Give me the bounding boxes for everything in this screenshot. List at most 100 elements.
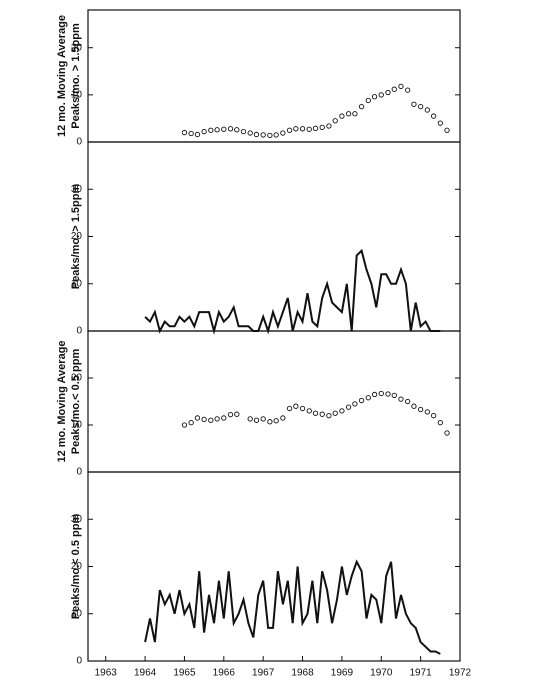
point xyxy=(253,131,260,138)
point xyxy=(267,132,273,139)
point xyxy=(398,396,404,402)
point xyxy=(352,111,358,117)
point xyxy=(247,416,253,422)
x-tick-label: 1963 xyxy=(95,668,118,679)
point xyxy=(352,401,358,407)
point xyxy=(280,130,286,136)
point xyxy=(391,392,397,399)
point xyxy=(181,422,188,428)
point xyxy=(286,127,293,133)
point xyxy=(319,124,325,131)
point xyxy=(247,130,253,136)
point xyxy=(234,127,240,133)
point xyxy=(371,391,378,398)
point xyxy=(312,410,319,416)
point xyxy=(437,419,443,426)
point xyxy=(404,398,411,405)
x-tick-label: 1968 xyxy=(291,668,314,679)
line xyxy=(144,559,441,655)
x-tick-label: 1969 xyxy=(331,668,354,679)
y-tick-label: 20 xyxy=(71,42,83,53)
point xyxy=(332,410,338,416)
panel-frame xyxy=(87,471,461,662)
y-axis-label: Peaks/mo. > 1.5ppm xyxy=(70,23,82,129)
point xyxy=(417,406,424,413)
point xyxy=(312,125,319,131)
point xyxy=(371,94,378,100)
point xyxy=(286,405,293,412)
point xyxy=(398,83,404,90)
point xyxy=(430,113,437,119)
point xyxy=(280,415,286,421)
point xyxy=(260,132,266,138)
point xyxy=(253,417,260,423)
y-tick-label: 20 xyxy=(71,373,83,384)
point xyxy=(201,128,207,135)
point xyxy=(365,97,371,104)
point xyxy=(306,126,312,132)
point xyxy=(385,391,391,397)
point xyxy=(208,127,214,133)
x-tick-label: 1970 xyxy=(370,668,393,679)
y-tick-label: 10 xyxy=(71,420,83,431)
x-tick-label: 1964 xyxy=(134,668,157,679)
point xyxy=(194,415,201,421)
point xyxy=(319,411,325,417)
point xyxy=(273,132,279,138)
point xyxy=(201,416,207,423)
x-tick-label: 1966 xyxy=(213,668,236,679)
point xyxy=(299,126,306,132)
point xyxy=(214,416,220,422)
point xyxy=(240,128,247,135)
point xyxy=(221,415,227,421)
point xyxy=(221,126,227,132)
point xyxy=(411,101,417,107)
point xyxy=(227,126,234,132)
point xyxy=(188,419,194,426)
line xyxy=(144,248,441,335)
point xyxy=(208,417,214,423)
point xyxy=(188,130,194,137)
x-tick-label: 1965 xyxy=(173,668,196,679)
y-tick-label: 10 xyxy=(71,608,83,619)
point xyxy=(339,408,345,414)
y-axis-label: 12 mo. Moving Average xyxy=(56,340,68,462)
x-tick-label: 1967 xyxy=(252,668,275,679)
point xyxy=(365,395,371,401)
point xyxy=(326,412,332,419)
point xyxy=(358,397,365,404)
point xyxy=(299,405,306,412)
x-tick-label: 1971 xyxy=(410,668,433,679)
point xyxy=(267,419,273,425)
y-tick-label: 20 xyxy=(71,561,83,572)
y-axis-label: 12 mo. Moving Average xyxy=(56,15,68,137)
point xyxy=(444,127,450,133)
point xyxy=(411,403,417,409)
panel-frame xyxy=(87,330,461,473)
point xyxy=(332,118,338,124)
point xyxy=(293,126,299,132)
point xyxy=(417,103,424,110)
y-axis-label: Peaks/mo. > 1.5ppm xyxy=(70,184,82,290)
point xyxy=(404,87,411,93)
point xyxy=(345,111,352,117)
y-tick-label: 0 xyxy=(76,137,82,148)
x-tick-label: 1972 xyxy=(449,668,472,679)
y-tick-label: 0 xyxy=(76,467,82,478)
point xyxy=(444,430,450,436)
y-tick-label: 20 xyxy=(71,231,83,242)
point xyxy=(358,103,365,110)
point xyxy=(385,89,391,96)
panel-frame xyxy=(87,9,461,143)
point xyxy=(424,409,430,415)
y-tick-label: 30 xyxy=(71,184,83,195)
point xyxy=(345,404,352,410)
point xyxy=(293,403,299,409)
point xyxy=(227,412,234,418)
point xyxy=(234,411,240,417)
y-tick-label: 0 xyxy=(76,656,82,667)
point xyxy=(437,120,443,126)
point xyxy=(430,412,437,419)
point xyxy=(306,408,312,414)
